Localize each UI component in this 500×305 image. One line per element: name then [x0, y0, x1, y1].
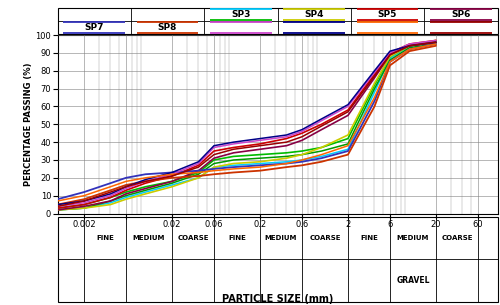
- Text: FINE: FINE: [360, 235, 378, 241]
- Text: MEDIUM: MEDIUM: [397, 235, 429, 241]
- Text: SP6: SP6: [451, 9, 470, 19]
- Text: SP3: SP3: [231, 9, 250, 19]
- Text: MEDIUM: MEDIUM: [265, 235, 297, 241]
- Text: COARSE: COARSE: [309, 235, 340, 241]
- Text: SP7: SP7: [84, 23, 104, 32]
- Text: PARTICLE SIZE (mm): PARTICLE SIZE (mm): [222, 294, 333, 304]
- Text: MEDIUM: MEDIUM: [133, 235, 165, 241]
- Text: COARSE: COARSE: [441, 235, 472, 241]
- Text: SP5: SP5: [378, 9, 397, 19]
- Text: GRAVEL: GRAVEL: [396, 276, 430, 285]
- Text: FINE: FINE: [228, 235, 246, 241]
- Text: SP8: SP8: [158, 23, 177, 32]
- Text: COARSE: COARSE: [177, 235, 208, 241]
- Text: FINE: FINE: [96, 235, 114, 241]
- Text: SP4: SP4: [304, 9, 324, 19]
- Y-axis label: PERCENTAGE PASSING (%): PERCENTAGE PASSING (%): [24, 63, 32, 186]
